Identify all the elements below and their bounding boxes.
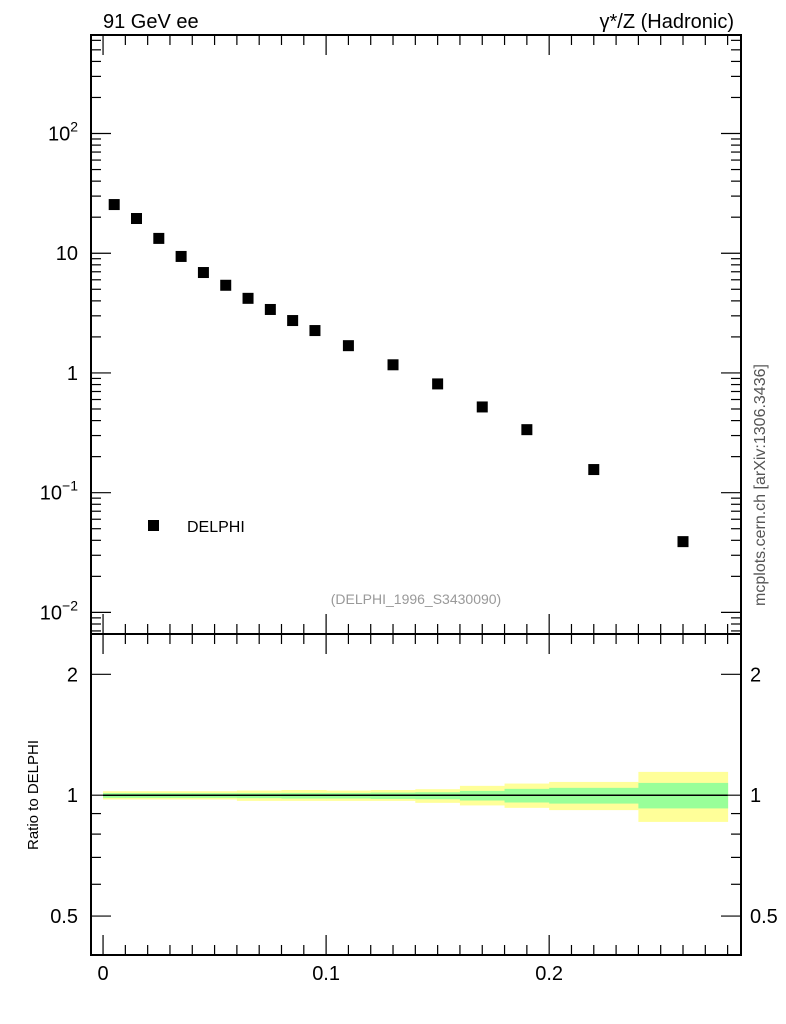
data-markers [108,199,689,548]
axes: 0 0.1 0.2 102 10 1 10−1 10−2 2 2 1 1 0.5 0.5 [40,34,778,985]
ratio-y-tick-label-right: 1 [750,785,761,807]
data-point [220,279,232,291]
data-point [242,292,254,304]
y-tick-label: 10−1 [40,478,78,505]
data-point [153,232,165,244]
header-left: 91 GeV ee [103,11,199,33]
data-point [387,359,399,371]
legend-label: DELPHI [187,519,245,536]
data-point [521,424,533,436]
y-tick-label: 10−2 [40,597,78,624]
header-right: γ*/Z (Hadronic) [600,11,734,33]
x-tick-label: 0.1 [312,963,340,985]
analysis-label: (DELPHI_1996_S3430090) [331,591,501,607]
data-point [108,199,120,211]
legend: DELPHI [148,519,245,536]
ratio-frame [90,633,742,956]
ratio-bands [103,771,729,822]
y-tick-label: 102 [48,119,78,146]
data-point [287,315,299,327]
side-label: mcplots.cern.ch [arXiv:1306.3436] [752,364,769,606]
data-point [677,536,689,548]
ratio-y-tick-label-left: 2 [67,664,78,686]
x-tick-label: 0.2 [535,963,563,985]
ratio-y-tick-label-left: 1 [67,785,78,807]
data-point [432,378,444,390]
data-point [175,250,187,262]
ratio-y-tick-label-left: 0.5 [50,906,78,928]
main-frame [90,34,742,635]
ratio-y-tick-label-right: 2 [750,664,761,686]
x-tick-label: 0 [97,963,108,985]
data-point [264,303,276,315]
data-point [309,325,321,337]
data-point [131,213,143,225]
y-tick-label: 1 [67,363,78,385]
data-point [197,267,209,279]
data-point [342,340,354,352]
ratio-ylabel: Ratio to DELPHI [25,740,42,850]
data-point [588,464,600,476]
legend-marker [148,520,159,531]
data-point [476,401,488,413]
y-tick-label: 10 [56,243,78,265]
ratio-y-tick-label-right: 0.5 [750,906,778,928]
